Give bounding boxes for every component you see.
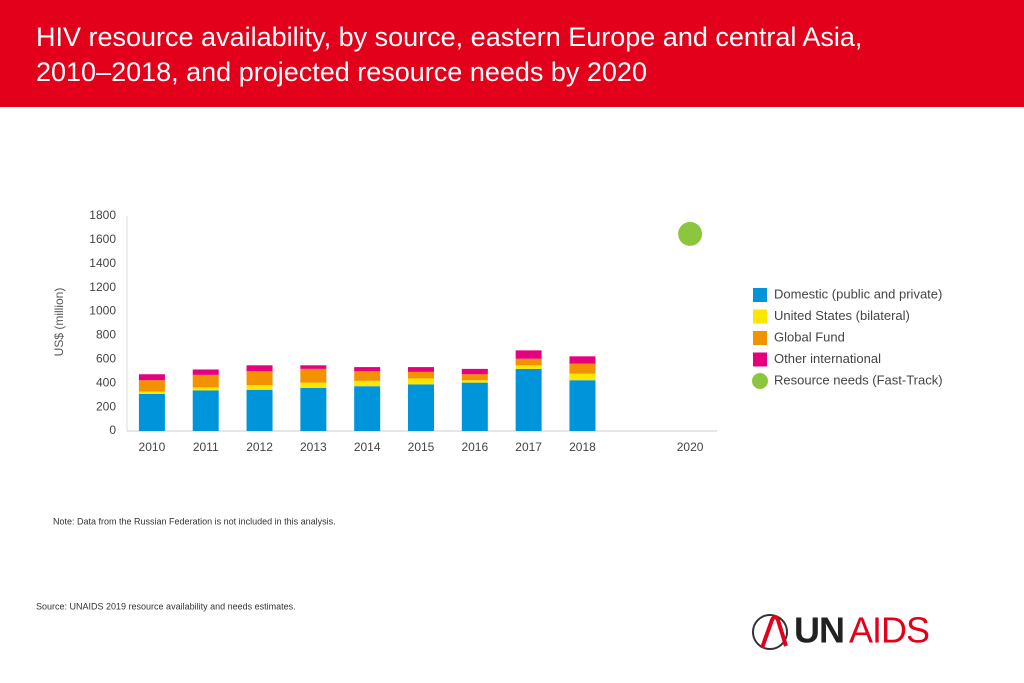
- x-tick-label: 2015: [408, 440, 435, 454]
- note: Note: Data from the Russian Federation i…: [53, 516, 336, 526]
- bar-segment: [246, 385, 273, 390]
- bar-segment: [354, 371, 381, 381]
- logo-emblem: [752, 614, 788, 650]
- legend-label: Global Fund: [774, 329, 845, 344]
- logo-aids: AIDS: [849, 610, 929, 651]
- bar-segment: [138, 374, 165, 381]
- legend-label: Resource needs (Fast-Track): [774, 372, 943, 387]
- bar-segment: [192, 390, 219, 431]
- bar-segment: [408, 371, 434, 379]
- logo-ribbon: [760, 615, 788, 649]
- x-tick-label: 2012: [246, 440, 273, 454]
- y-tick-label: 600: [96, 352, 116, 366]
- y-axis-label: US$ (million): [52, 288, 66, 357]
- bar-segment: [569, 373, 596, 381]
- x-tick-label: 2018: [569, 440, 596, 454]
- legend-label: United States (bilateral): [774, 308, 910, 323]
- bar-segment: [300, 388, 327, 431]
- title-line: HIV resource availability, by source, ea…: [36, 22, 862, 52]
- bar-segment: [192, 369, 219, 375]
- bar-segment: [354, 367, 381, 372]
- bar-segment: [461, 382, 488, 431]
- bar-segment: [461, 374, 488, 381]
- y-tick-label: 0: [109, 423, 116, 437]
- bar-segment: [354, 386, 381, 431]
- bar-segment: [192, 387, 219, 391]
- bar-segment: [569, 363, 596, 374]
- bar-segment: [138, 380, 165, 392]
- bar-segment: [138, 391, 165, 394]
- legend-swatch: [752, 373, 768, 389]
- legend-label: Other international: [774, 351, 881, 366]
- y-tick-label: 800: [96, 328, 116, 342]
- y-tick-label: 400: [96, 375, 116, 389]
- x-tick-label: 2017: [515, 440, 542, 454]
- y-tick-label: 1800: [89, 208, 116, 222]
- header-band: [0, 0, 1024, 107]
- bar-segment: [300, 368, 327, 383]
- logo-un: UN: [794, 610, 844, 651]
- x-tick-label: 2016: [461, 440, 488, 454]
- bar-segment: [408, 384, 434, 431]
- title-line: 2010–2018, and projected resource needs …: [36, 57, 647, 87]
- bar-segment: [300, 365, 327, 369]
- bar-segment: [569, 356, 596, 364]
- y-tick-label: 1000: [89, 304, 116, 318]
- legend-swatch: [753, 331, 767, 345]
- y-tick-label: 1400: [89, 256, 116, 270]
- bar-segment: [408, 367, 434, 372]
- resource-needs-point: [678, 221, 703, 246]
- bar-segment: [569, 380, 596, 431]
- x-tick-label: 2010: [139, 440, 166, 454]
- legend-swatch: [753, 288, 767, 302]
- x-tick-label: 2013: [300, 440, 327, 454]
- bar-segment: [138, 393, 165, 431]
- bar-segment: [515, 365, 542, 369]
- legend-swatch: [753, 352, 767, 367]
- bar-segment: [461, 368, 488, 375]
- bar-segment: [408, 378, 434, 385]
- source: Source: UNAIDS 2019 resource availabilit…: [36, 601, 296, 611]
- y-tick-label: 1600: [89, 232, 116, 246]
- y-tick-label: 1200: [89, 280, 116, 294]
- x-tick-label: 2011: [193, 440, 219, 454]
- bar-segment: [354, 380, 381, 387]
- bar-segment: [246, 365, 273, 372]
- x-tick-label: 2020: [677, 440, 704, 454]
- bar-segment: [246, 371, 273, 386]
- y-tick-label: 200: [96, 399, 116, 413]
- bar-segment: [461, 380, 488, 383]
- logo: UN AIDS: [752, 610, 930, 651]
- bar-segment: [515, 350, 542, 359]
- bar-segment: [515, 358, 542, 366]
- x-tick-label: 2014: [354, 440, 381, 454]
- bar-segment: [246, 389, 273, 431]
- bar-segment: [300, 382, 327, 388]
- legend-swatch: [753, 309, 767, 324]
- bar-segment: [192, 374, 219, 388]
- legend-label: Domestic (public and private): [774, 286, 942, 301]
- bar-segment: [515, 368, 542, 431]
